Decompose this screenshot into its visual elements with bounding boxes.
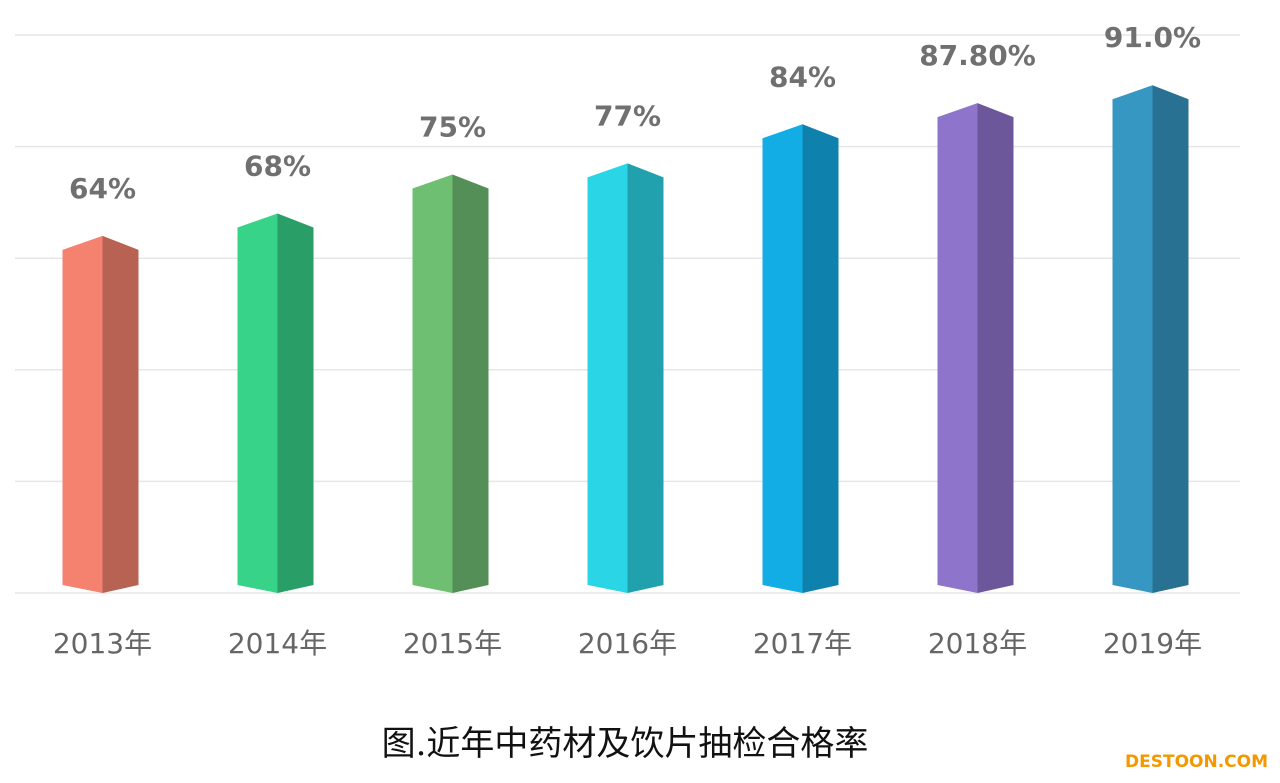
- bar-front: [62, 235, 103, 593]
- bar: [237, 213, 314, 593]
- watermark: DESTOON.COM: [1125, 752, 1268, 772]
- bar-side: [627, 163, 664, 593]
- bar-side: [102, 235, 139, 593]
- bar-side: [1152, 85, 1189, 593]
- bar: [587, 163, 664, 593]
- bar: [937, 103, 1014, 594]
- bar-side: [277, 213, 314, 593]
- value-label: 64%: [69, 172, 136, 205]
- value-label: 68%: [244, 150, 311, 183]
- x-tick-label: 2015年: [403, 627, 502, 660]
- x-tick-label: 2018年: [928, 627, 1027, 660]
- bar-front: [1112, 85, 1153, 593]
- bar: [762, 124, 839, 593]
- value-label: 84%: [769, 60, 836, 93]
- bar-side: [452, 174, 489, 593]
- bar-front: [937, 103, 978, 594]
- bar-side: [977, 103, 1014, 594]
- value-label: 91.0%: [1104, 21, 1201, 54]
- bar-side: [802, 124, 839, 593]
- x-tick-label: 2016年: [578, 627, 677, 660]
- x-tick-label: 2019年: [1103, 627, 1202, 660]
- bar-front: [412, 174, 453, 593]
- bar-front: [237, 213, 278, 593]
- x-tick-label: 2013年: [53, 627, 152, 660]
- chart-title: 图.近年中药材及饮片抽检合格率: [382, 724, 869, 764]
- value-label: 75%: [419, 111, 486, 144]
- bar-front: [762, 124, 803, 593]
- value-label: 87.80%: [919, 39, 1036, 72]
- bar: [412, 174, 489, 593]
- value-label: 77%: [594, 99, 661, 132]
- bar: [1112, 85, 1189, 593]
- x-tick-label: 2017年: [753, 627, 852, 660]
- x-tick-label: 2014年: [228, 627, 327, 660]
- bar: [62, 235, 139, 593]
- bar-front: [587, 163, 628, 593]
